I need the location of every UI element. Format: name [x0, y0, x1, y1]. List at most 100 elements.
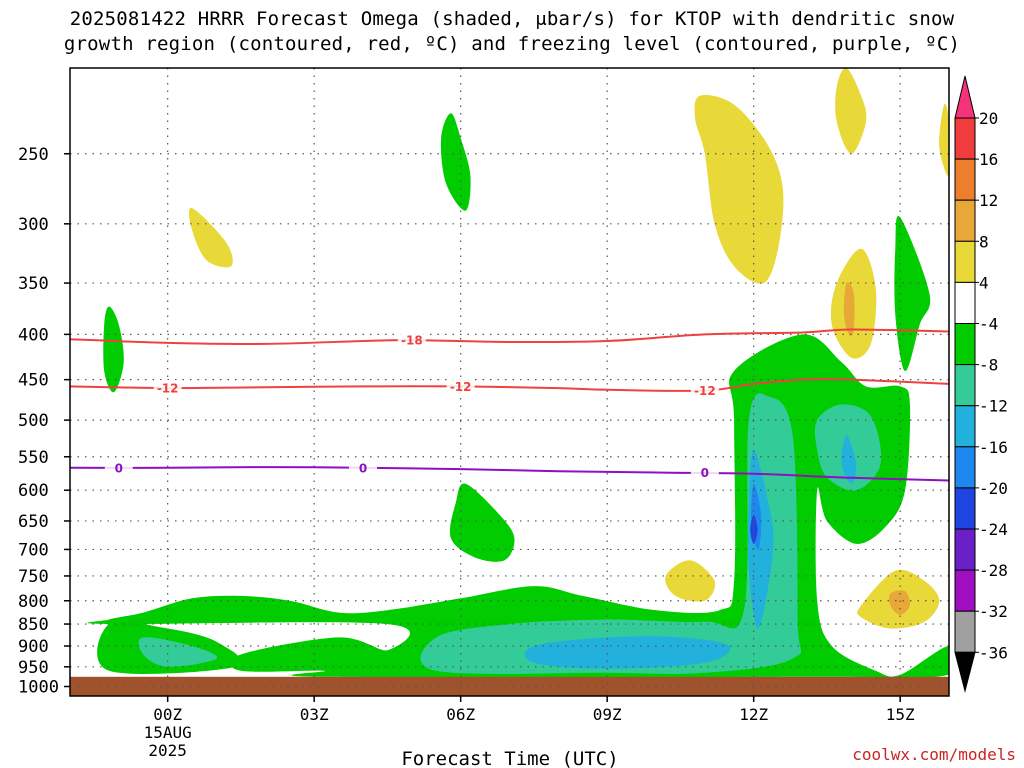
- x-tick-label: 15Z: [886, 705, 915, 724]
- contour-line--12: [70, 378, 949, 392]
- colorbar-swatch: [954, 569, 976, 612]
- x-tick-label: 03Z: [300, 705, 329, 724]
- y-tick-label: 850: [18, 615, 49, 635]
- omega-region-yellow: [188, 207, 233, 268]
- contour-label-bg: [446, 378, 475, 394]
- x-tick-label: 00Z: [153, 705, 182, 724]
- y-tick-label: 550: [18, 448, 49, 468]
- colorbar-swatch: [954, 528, 976, 571]
- y-tick-label: 1000: [18, 678, 59, 698]
- omega-region-teal: [138, 637, 218, 667]
- colorbar-swatch: [954, 281, 976, 324]
- colorbar: 20 16 12 8 4 -4 -8 -12 -16 -20 -24 -28 -32 -36: [954, 75, 1008, 693]
- colorbar-label: -24: [979, 520, 1008, 539]
- y-tick-label: 900: [18, 637, 49, 657]
- y-tick-label: 700: [18, 540, 49, 560]
- y-tick-label: 950: [18, 658, 49, 678]
- x-tick-label: 09Z: [593, 705, 622, 724]
- contour-line-0: [70, 466, 949, 482]
- colorbar-swatch: [954, 199, 976, 242]
- colorbar-swatch: [954, 323, 976, 366]
- colorbar-label: 12: [979, 191, 998, 210]
- omega-region-green: [87, 334, 949, 678]
- colorbar-label: 16: [979, 150, 998, 169]
- omega-region-green: [440, 113, 471, 211]
- y-tick-label: 250: [18, 145, 49, 165]
- colorbar-label: -32: [979, 602, 1008, 621]
- contour-label-bg: [690, 382, 719, 398]
- contour-label-bg: [104, 459, 133, 475]
- colorbar-label: 20: [979, 109, 998, 128]
- y-tick-label: 500: [18, 411, 49, 431]
- contour-label: 0: [701, 466, 709, 480]
- omega-region-yellow: [939, 103, 949, 177]
- colorbar-swatch: [954, 487, 976, 530]
- omega-region-orange: [888, 590, 911, 615]
- omega-region-cyan: [524, 636, 731, 669]
- contour-layer: -18 -12 -12 -12 0 0 0: [70, 328, 949, 482]
- contour-label: -12: [450, 380, 472, 394]
- contour-label-bg: [349, 459, 377, 475]
- omega-region-green: [449, 483, 515, 562]
- colorbar-label: -28: [979, 561, 1008, 580]
- x-date-label: 2025: [148, 741, 187, 760]
- y-tick-label: 650: [18, 512, 49, 532]
- contour-label-bg: [690, 464, 719, 480]
- x-tick-label: 06Z: [446, 705, 475, 724]
- y-tick-label: 450: [18, 371, 49, 391]
- y-tick-label: 750: [18, 567, 49, 587]
- colorbar-swatch: [954, 158, 976, 201]
- credit-text: coolwx.com/models: [852, 745, 1016, 764]
- colorbar-top-arrow: [954, 75, 976, 119]
- omega-region-teal: [420, 393, 802, 674]
- omega-region-yellow: [665, 560, 716, 602]
- x-tick-label: 12Z: [739, 705, 768, 724]
- colorbar-label: 4: [979, 273, 989, 292]
- colorbar-label: -20: [979, 479, 1008, 498]
- colorbar-swatch: [954, 405, 976, 448]
- x-date-label: 15AUG: [144, 723, 192, 742]
- x-axis-label: Forecast Time (UTC): [401, 748, 618, 768]
- contour-label: -12: [694, 384, 716, 398]
- y-tick-label: 400: [18, 325, 49, 345]
- omega-region-cyan: [841, 435, 857, 484]
- y-tick-label: 800: [18, 592, 49, 612]
- colorbar-swatch: [954, 364, 976, 407]
- ground-layer: [70, 676, 949, 696]
- omega-region-green: [894, 215, 931, 372]
- plot-frame: [69, 67, 950, 697]
- y-axis: 2503003504004505005506006507007508008509…: [18, 145, 70, 698]
- colorbar-label: 8: [979, 232, 989, 251]
- y-tick-label: 300: [18, 215, 49, 235]
- colorbar-label: -8: [979, 356, 998, 375]
- contour-label: -12: [157, 382, 179, 396]
- colorbar-bottom-arrow: [954, 651, 976, 693]
- colorbar-label: -4: [979, 315, 998, 334]
- contour-label: 0: [359, 461, 367, 475]
- colorbar-swatch: [954, 446, 976, 489]
- ground-fill: [70, 676, 949, 696]
- colorbar-label: -12: [979, 397, 1008, 416]
- contour-label-bg: [397, 332, 426, 348]
- omega-region-green: [103, 306, 124, 393]
- colorbar-swatch: [954, 610, 976, 653]
- omega-region-yellow: [694, 95, 784, 284]
- omega-region-deepblue: [750, 515, 758, 544]
- y-tick-label: 600: [18, 481, 49, 501]
- colorbar-swatch: [954, 240, 976, 283]
- contour-label: 0: [115, 461, 123, 475]
- colorbar-label: -36: [979, 643, 1008, 662]
- y-tick-label: 350: [18, 274, 49, 294]
- contour-label-bg: [153, 380, 182, 396]
- colorbar-swatch: [954, 117, 976, 160]
- omega-shading-layer: [87, 68, 949, 678]
- contour-label: -18: [401, 334, 423, 348]
- chart-title-line-2: growth region (contoured, red, ºC) and f…: [63, 33, 961, 55]
- omega-region-orange: [843, 282, 855, 336]
- contour-line--18: [70, 328, 949, 345]
- chart-title-line-1: 2025081422 HRRR Forecast Omega (shaded, …: [69, 8, 955, 30]
- colorbar-label: -16: [979, 438, 1008, 457]
- omega-region-yellow: [835, 68, 867, 154]
